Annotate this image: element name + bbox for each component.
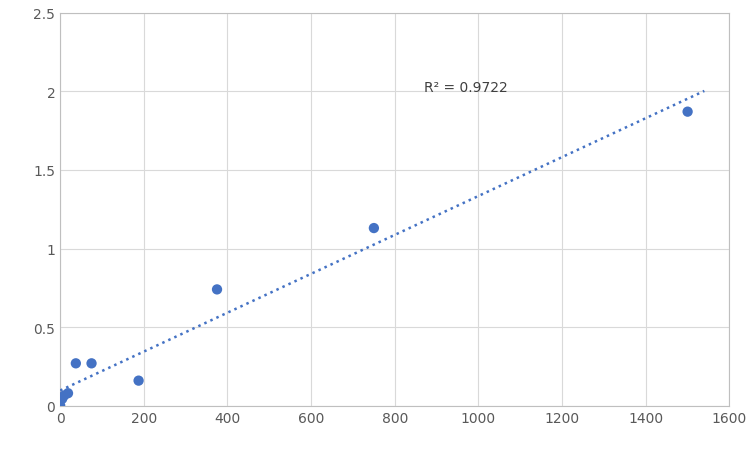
- Point: [681, 109, 693, 116]
- Point: [56, 396, 68, 403]
- Point: [54, 402, 66, 409]
- Point: [86, 360, 98, 367]
- Point: [58, 392, 70, 399]
- Point: [70, 360, 82, 367]
- Point: [368, 225, 380, 232]
- Point: [62, 390, 74, 397]
- Point: [211, 286, 223, 293]
- Point: [132, 377, 144, 384]
- Text: R² = 0.9722: R² = 0.9722: [424, 81, 508, 95]
